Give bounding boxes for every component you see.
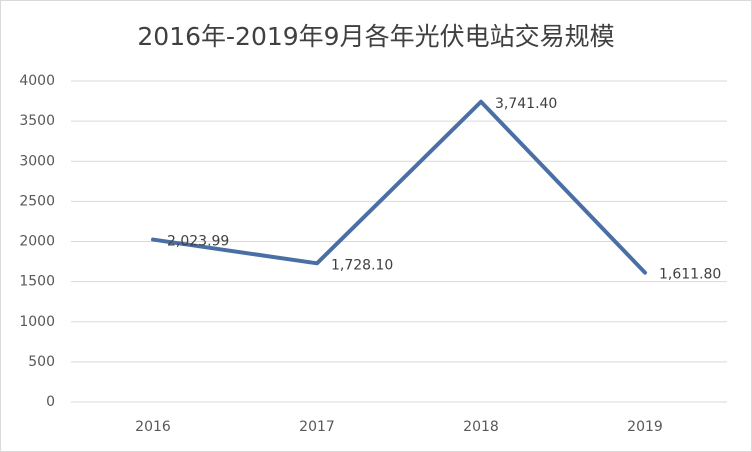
x-tick-label: 2016 [135,419,171,435]
data-label: 2,023.99 [167,234,229,250]
y-tick-label: 3500 [19,113,55,129]
y-tick-label: 0 [46,394,55,410]
y-tick-label: 1000 [19,314,55,330]
y-tick-label: 500 [28,354,55,370]
y-tick-label: 4000 [19,73,55,89]
data-label: 1,611.80 [659,267,721,283]
x-tick-label: 2018 [463,419,499,435]
x-tick-label: 2019 [627,419,663,435]
chart-title: 2016年-2019年9月各年光伏电站交易规模 [137,22,614,51]
data-line [151,99,647,275]
y-tick-label: 1500 [19,274,55,290]
data-label: 3,741.40 [495,96,557,112]
x-tick-label: 2017 [299,419,335,435]
y-tick-label: 2500 [19,193,55,209]
y-tick-label: 2000 [19,234,55,250]
y-tick-label: 3000 [19,153,55,169]
data-label: 1,728.10 [331,257,393,273]
